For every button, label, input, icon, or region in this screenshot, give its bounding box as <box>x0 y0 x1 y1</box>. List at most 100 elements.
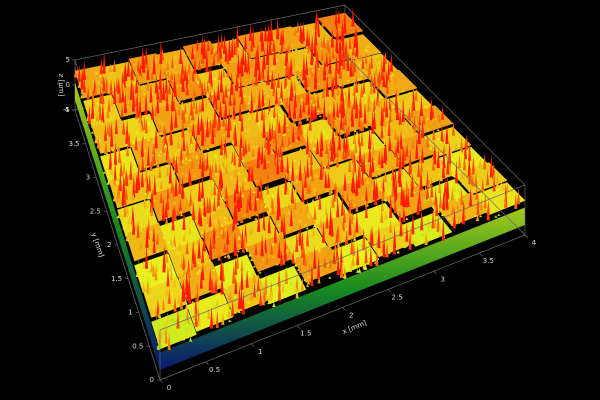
texture-spike <box>143 93 147 96</box>
texture-spike <box>121 184 125 206</box>
texture-spike <box>451 203 455 214</box>
texture-spike <box>307 145 311 158</box>
texture-spike <box>194 74 198 82</box>
texture-spike <box>282 213 286 236</box>
texture-spike <box>470 152 474 155</box>
texture-spike <box>433 141 437 165</box>
texture-spike <box>141 260 145 269</box>
texture-spike <box>144 244 149 269</box>
texture-spike <box>460 171 464 179</box>
texture-spike <box>210 278 215 294</box>
texture-spike <box>198 78 202 88</box>
texture-spike <box>182 253 186 271</box>
texture-spike <box>174 173 178 197</box>
texture-spike <box>236 250 240 253</box>
texture-spike <box>190 157 195 164</box>
texture-spike <box>238 149 242 168</box>
texture-spike <box>195 328 199 332</box>
texture-spike <box>159 150 163 153</box>
texture-spike <box>247 101 251 104</box>
texture-spike <box>431 208 435 229</box>
texture-spike <box>301 64 306 81</box>
texture-spike <box>257 87 261 109</box>
texture-spike <box>382 233 386 258</box>
texture-spike <box>369 245 373 267</box>
texture-spike <box>152 225 156 242</box>
texture-spike <box>201 159 205 178</box>
texture-spike <box>364 244 368 264</box>
texture-spike <box>286 154 290 176</box>
texture-spike <box>234 255 238 276</box>
texture-spike <box>393 129 398 140</box>
texture-spike <box>98 99 102 113</box>
texture-spike <box>146 275 150 279</box>
texture-spike <box>209 125 213 135</box>
texture-spike <box>251 147 255 157</box>
texture-spike <box>337 28 341 31</box>
texture-spike <box>268 121 272 142</box>
texture-spike <box>413 124 417 134</box>
texture-spike <box>359 102 363 118</box>
texture-spike <box>201 262 205 281</box>
texture-spike <box>224 183 228 199</box>
texture-spike <box>434 117 438 120</box>
texture-spike <box>279 144 283 158</box>
texture-spike <box>189 125 193 133</box>
texture-spike <box>207 308 211 320</box>
texture-spike <box>293 274 297 281</box>
texture-spike <box>317 276 321 284</box>
texture-spike <box>209 197 213 202</box>
texture-spike <box>475 184 479 201</box>
texture-spike <box>250 89 254 114</box>
texture-spike <box>330 161 334 164</box>
texture-spike <box>240 87 244 105</box>
texture-spike <box>333 140 337 163</box>
texture-spike <box>155 249 160 252</box>
x-tick <box>479 252 483 257</box>
texture-spike <box>191 69 195 82</box>
texture-spike <box>313 67 318 90</box>
texture-spike <box>275 109 280 118</box>
texture-spike <box>412 190 417 194</box>
texture-spike <box>325 52 329 68</box>
z-tick-label: -5 <box>63 106 70 114</box>
texture-spike <box>161 79 166 101</box>
texture-spike <box>185 82 189 96</box>
texture-spike <box>192 202 196 221</box>
texture-spike <box>319 138 323 157</box>
texture-spike <box>193 57 197 74</box>
texture-spike <box>181 175 185 199</box>
texture-spike <box>458 154 462 169</box>
texture-spike <box>223 151 227 160</box>
texture-spike <box>316 109 320 112</box>
y-axis-title: y [mm] <box>90 232 106 259</box>
texture-spike <box>389 121 393 126</box>
texture-spike <box>131 192 135 201</box>
texture-spike <box>180 101 184 105</box>
texture-spike <box>260 69 264 82</box>
texture-spike <box>261 295 265 306</box>
texture-spike <box>362 77 366 95</box>
texture-spike <box>94 85 98 96</box>
texture-spike <box>477 185 481 188</box>
texture-spike <box>176 139 180 149</box>
texture-spike <box>163 66 167 76</box>
texture-spike <box>338 65 343 79</box>
texture-spike <box>395 153 399 167</box>
texture-spike <box>350 199 354 209</box>
texture-spike <box>245 201 250 214</box>
texture-spike <box>214 155 218 158</box>
texture-spike <box>364 186 368 202</box>
texture-spike <box>157 330 161 343</box>
texture-spike <box>278 115 282 118</box>
texture-spike <box>312 131 317 139</box>
texture-spike <box>164 74 168 94</box>
texture-spike <box>226 145 230 149</box>
texture-spike <box>401 99 405 122</box>
texture-spike <box>372 54 376 58</box>
texture-spike <box>359 116 363 121</box>
texture-spike <box>128 233 132 240</box>
texture-spike <box>313 204 317 220</box>
texture-spike <box>426 166 431 170</box>
texture-spike <box>270 69 274 90</box>
